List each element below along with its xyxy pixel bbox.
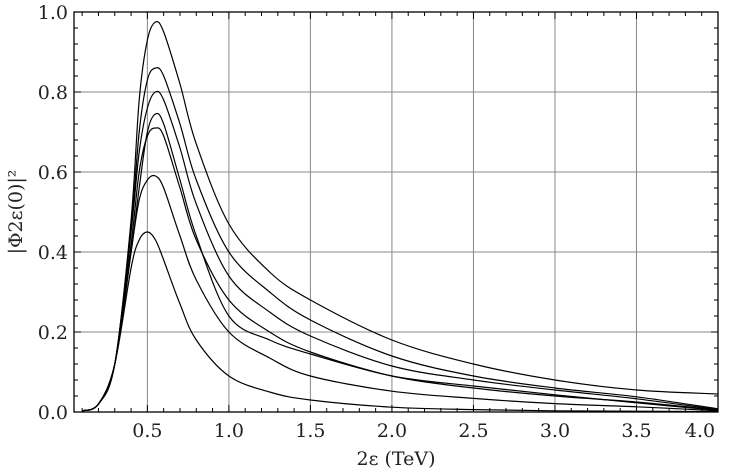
y-tick-label: 0.6 (38, 162, 68, 184)
series-line-4 (81, 127, 719, 412)
series-line-7 (81, 20, 719, 412)
y-axis-label: |Φ2ε(0)|² (5, 170, 27, 255)
x-tick-label: 0.5 (132, 420, 162, 442)
x-tick-label: 1.0 (214, 420, 244, 442)
x-tick-labels: 0.5 1.0 1.5 2.0 2.5 3.0 3.5 4.0 (132, 420, 715, 442)
series-line-1 (81, 112, 719, 412)
y-tick-label: 0.2 (38, 322, 68, 344)
x-tick-label: 4.0 (685, 420, 715, 442)
series-line-2 (81, 67, 719, 412)
x-tick-label: 2.0 (377, 420, 407, 442)
y-tick-label: 0.8 (38, 82, 68, 104)
y-tick-labels: 0.0 0.2 0.4 0.6 0.8 1.0 (38, 2, 68, 424)
series-line-3 (81, 90, 719, 412)
series-group (81, 20, 719, 413)
x-axis-label: 2ε (TeV) (357, 448, 436, 470)
y-tick-label: 0.4 (38, 242, 68, 264)
series-line-5 (81, 174, 719, 412)
x-tick-label: 1.5 (295, 420, 325, 442)
x-tick-label: 2.5 (458, 420, 488, 442)
grid (74, 11, 719, 413)
ticks (74, 11, 719, 413)
x-tick-label: 3.5 (621, 420, 651, 442)
plot-frame (73, 11, 719, 413)
y-tick-label: 0.0 (38, 402, 68, 424)
x-tick-label: 3.0 (540, 420, 570, 442)
series-line-6 (81, 231, 719, 413)
y-tick-label: 1.0 (38, 2, 68, 24)
